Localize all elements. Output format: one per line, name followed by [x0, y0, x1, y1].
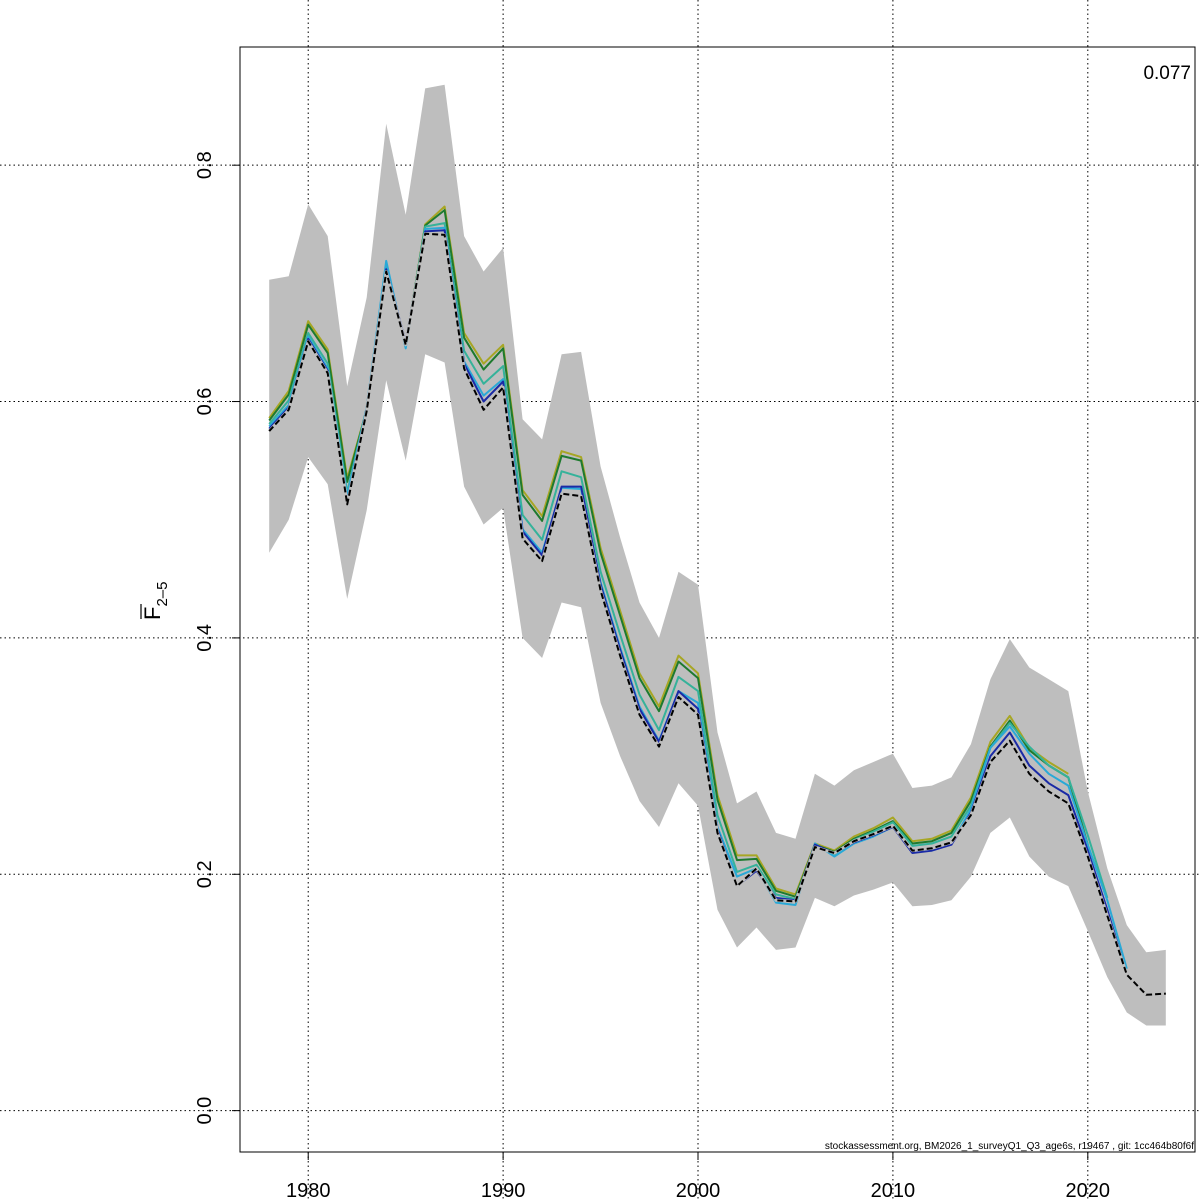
y-axis-label-main: F	[140, 607, 165, 620]
plot-frame	[239, 46, 1196, 1153]
y-tick-label: 0.8	[194, 151, 216, 179]
x-tick-label: 2010	[871, 1180, 916, 1200]
x-tick-label: 2000	[676, 1180, 721, 1200]
footer-credit: stockassessment.org, BM2026_1_surveyQ1_Q…	[825, 1141, 1194, 1152]
corner-annotation: 0.077	[1143, 63, 1191, 84]
y-tick-label: 0.4	[194, 624, 216, 652]
y-axis-label: F2–5	[140, 582, 171, 620]
confidence-band	[269, 84, 1166, 1026]
y-axis-label-subscript: 2–5	[154, 582, 171, 607]
x-tick-label: 1990	[481, 1180, 526, 1200]
x-tick-label: 2020	[1066, 1180, 1111, 1200]
x-tick-label: 1980	[286, 1180, 331, 1200]
confidence-band-layer	[269, 84, 1166, 1026]
y-tick-label: 0.6	[194, 388, 216, 416]
y-tick-label: 0.0	[194, 1097, 216, 1125]
series-line-0	[268, 232, 1166, 996]
axes-layer: 1980 1990 2000 2010 2020 0.0 0.2 0.4 0.6 0.8	[194, 151, 1110, 1200]
series-layer	[268, 205, 1166, 997]
y-tick-label: 0.2	[194, 860, 216, 888]
